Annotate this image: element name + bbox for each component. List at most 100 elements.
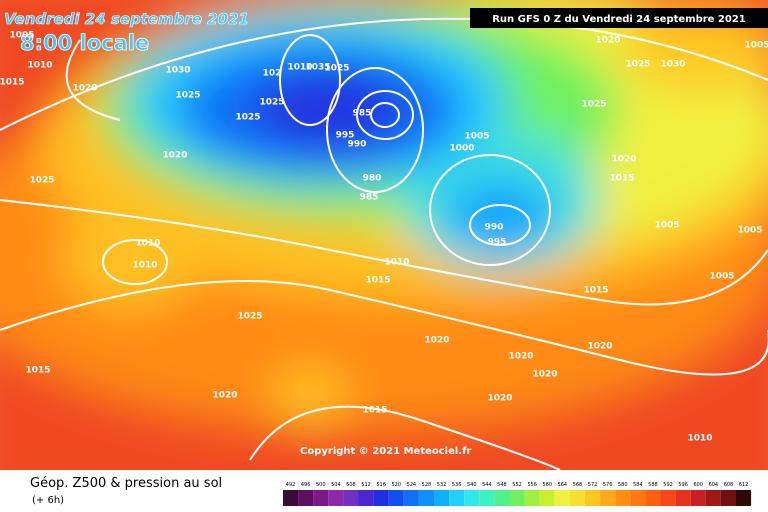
scale-label: 608 [724, 482, 734, 488]
scale-swatch [675, 490, 691, 506]
isobar-label: 1020 [72, 84, 97, 94]
isobar-label: 1015 [583, 286, 608, 296]
scale-swatch [720, 490, 736, 506]
isobar-label: 1020 [162, 151, 187, 161]
scale-swatch [358, 490, 374, 506]
isobar-label: 1010 [287, 63, 312, 73]
isobar-label: 1010 [135, 239, 160, 249]
scale-swatch [449, 490, 465, 506]
isobar-label: 1020 [424, 336, 449, 346]
scale-label: 520 [391, 482, 401, 488]
scale-label: 584 [633, 482, 643, 488]
scale-swatch [539, 490, 555, 506]
isobar-label: 1025 [29, 176, 54, 186]
scale-swatch [645, 490, 661, 506]
isobar-label: 1020 [595, 36, 620, 46]
isobar-label: 1025 [259, 98, 284, 108]
isobar-label: 1025 [175, 91, 200, 101]
scale-label: 572 [588, 482, 598, 488]
scale-label: 596 [678, 482, 688, 488]
scale-swatch [434, 490, 450, 506]
scale-swatch [313, 490, 329, 506]
scale-swatch [509, 490, 525, 506]
scale-swatch [388, 490, 404, 506]
scale-label: 552 [512, 482, 522, 488]
scale-swatch [615, 490, 631, 506]
isobar-label: 1005 [464, 132, 489, 142]
isobar-label: 1005 [744, 41, 768, 51]
scale-swatch [600, 490, 616, 506]
isobar-label: 1025 [235, 113, 260, 123]
isobar-label: 1020 [532, 370, 557, 380]
scale-label: 496 [301, 482, 311, 488]
scale-swatch [524, 490, 540, 506]
scale-label: 612 [739, 482, 749, 488]
scale-label: 604 [709, 482, 719, 488]
date: Vendredi 24 septembre 2021 [4, 10, 249, 28]
isobar-label: 1020 [611, 155, 636, 165]
isobar-label: 1010 [384, 258, 409, 268]
isobar-label: 1005 [709, 272, 734, 282]
isobar-label: 1005 [9, 31, 34, 41]
scale-swatch [494, 490, 510, 506]
isobar-label: 985 [360, 193, 379, 203]
scale-label: 580 [618, 482, 628, 488]
scale-swatch [569, 490, 585, 506]
scale-swatch [690, 490, 706, 506]
isobar-label: 1000 [449, 144, 474, 154]
scale-swatch [585, 490, 601, 506]
scale-label: 560 [542, 482, 552, 488]
scale-swatch [736, 490, 752, 506]
isobar-label: 985 [353, 109, 372, 119]
isobar-label: 990 [485, 223, 504, 233]
scale-swatch [479, 490, 495, 506]
scale-label: 524 [407, 482, 417, 488]
isobar-label: 1005 [737, 226, 762, 236]
isobar-label: 1005 [654, 221, 679, 231]
isobar-label: 1015 [609, 174, 634, 184]
scale-label: 592 [663, 482, 673, 488]
scale-label: 536 [452, 482, 462, 488]
scale-swatch [705, 490, 721, 506]
isobar-label: 1020 [587, 342, 612, 352]
isobar-label: 1015 [0, 78, 25, 88]
footer-title: Géop. Z500 & pression au sol [30, 476, 222, 491]
scale-label: 548 [497, 482, 507, 488]
isobar-label: 1010 [687, 434, 712, 444]
scale-label: 532 [437, 482, 447, 488]
run-banner [470, 8, 768, 28]
isobar-label: 980 [363, 174, 382, 184]
scale-label: 576 [603, 482, 613, 488]
isobar-label: 995 [336, 131, 355, 141]
scale-label: 556 [527, 482, 537, 488]
scale-label: 516 [376, 482, 386, 488]
scale-label: 528 [422, 482, 432, 488]
isobar-label: 1010 [27, 61, 52, 71]
scale-swatch [418, 490, 434, 506]
isobar-label: 1035 [305, 63, 330, 73]
isobar-label: 1020 [212, 391, 237, 401]
local-time: 8:00 locale [20, 31, 149, 55]
scale-label: 492 [286, 482, 296, 488]
isobar-label: 995 [488, 238, 507, 248]
isobar-label: 990 [348, 140, 367, 150]
scale-label: 600 [693, 482, 703, 488]
isobar-label: 1020 [487, 394, 512, 404]
isobar-label: 1015 [25, 366, 50, 376]
scale-swatch [464, 490, 480, 506]
isobar-label: 1025 [581, 100, 606, 110]
isobar-label: 1010 [132, 261, 157, 271]
isobars [0, 17, 768, 471]
scale-swatch [630, 490, 646, 506]
isobar-label: 1015 [365, 276, 390, 286]
isobar-label: 102 [263, 69, 282, 79]
isobar-label: 1030 [165, 66, 190, 76]
scale-label: 544 [482, 482, 492, 488]
isobar-label: 1020 [508, 352, 533, 362]
scale-swatch [373, 490, 389, 506]
scale-label: 588 [648, 482, 658, 488]
scale-label: 564 [558, 482, 568, 488]
